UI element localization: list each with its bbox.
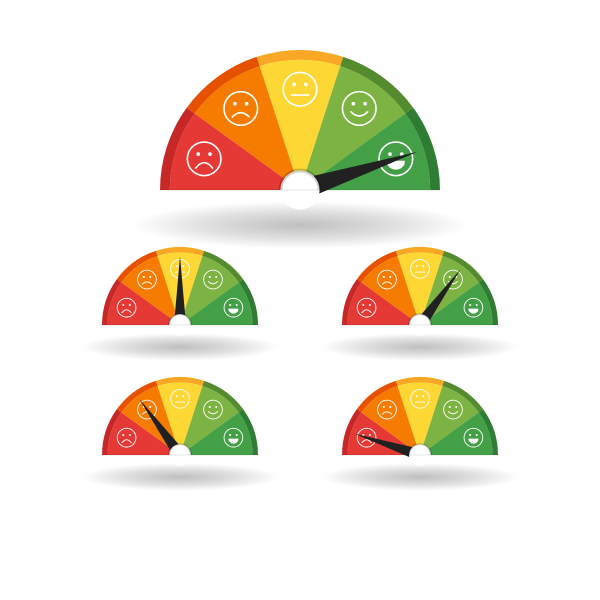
satisfaction-gauge-main: [158, 48, 442, 212]
satisfaction-gauge-small-4: [340, 375, 500, 468]
gauge-wrapper-small-4: [340, 375, 500, 473]
satisfaction-gauge-small-3: [100, 375, 260, 468]
gauge-collection: [0, 0, 600, 600]
gauge-wrapper-small-3: [100, 375, 260, 473]
gauge-wrapper-small-2: [340, 245, 500, 343]
gauge-wrapper-main: [158, 48, 442, 217]
satisfaction-gauge-small-1: [100, 245, 260, 338]
satisfaction-gauge-small-2: [340, 245, 500, 338]
gauge-wrapper-small-1: [100, 245, 260, 343]
